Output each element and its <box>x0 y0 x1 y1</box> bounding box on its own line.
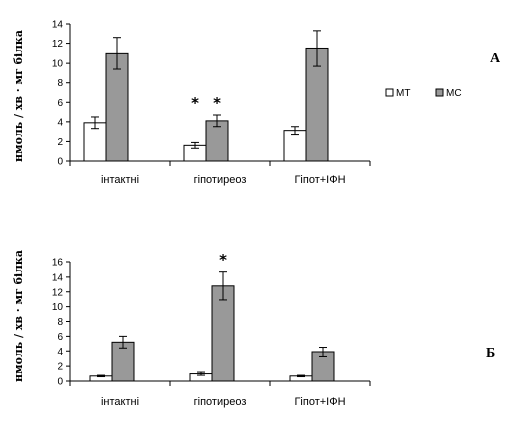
y-tick-label: 10 <box>52 302 64 313</box>
significance-marker: * <box>219 251 227 269</box>
legend-label-mt: МТ <box>396 88 410 99</box>
y-tick-label: 0 <box>57 377 63 388</box>
chart-panel-a: 0 2 4 6 8 10 12 14 інтактні гіпотиреоз Гіпот+ІФН * * <box>52 20 371 186</box>
bar <box>283 130 307 162</box>
y-axis-label-b: нмоль / хв · мг білка <box>12 250 25 382</box>
y-tick-label: 14 <box>52 20 64 31</box>
y-tick-label: 0 <box>57 157 63 168</box>
y-tick-label: 12 <box>52 39 64 50</box>
x-category-label: Гіпот+ІФН <box>294 396 345 408</box>
y-tick-label: 16 <box>52 258 64 269</box>
y-tick-label: 14 <box>52 272 64 283</box>
y-tick-label: 6 <box>57 98 63 109</box>
significance-marker: * <box>213 94 221 112</box>
x-category-label: гіпотиреоз <box>194 174 247 186</box>
chart-legend: МТ МС <box>385 88 462 99</box>
x-category-label: Гіпот+ІФН <box>294 174 345 186</box>
y-axis-label-a: нмоль / хв · мг білка <box>12 30 25 162</box>
significance-marker: * <box>191 94 199 112</box>
x-category-label: інтактні <box>101 174 139 186</box>
y-tick-label: 12 <box>52 287 64 298</box>
y-tick-label: 6 <box>57 332 63 343</box>
legend-swatch-mt <box>385 88 394 97</box>
x-category-label: інтактні <box>101 396 139 408</box>
y-tick-label: 8 <box>57 317 63 328</box>
chart-panel-b: 0 2 4 6 8 10 12 14 16 інтактні гіпотиреоз Гіпот+ІФН… <box>52 251 371 408</box>
panel-label-a: А <box>490 51 501 66</box>
legend-swatch-mc <box>435 88 444 97</box>
y-tick-label: 4 <box>57 117 63 128</box>
y-tick-label: 8 <box>57 78 63 89</box>
y-tick-label: 2 <box>57 362 63 373</box>
x-category-label: гіпотиреоз <box>194 396 247 408</box>
y-tick-label: 10 <box>52 59 64 70</box>
legend-label-mc: МС <box>446 88 462 99</box>
y-tick-label: 4 <box>57 347 63 358</box>
y-tick-label: 2 <box>57 137 63 148</box>
panel-label-b: Б <box>486 346 495 361</box>
